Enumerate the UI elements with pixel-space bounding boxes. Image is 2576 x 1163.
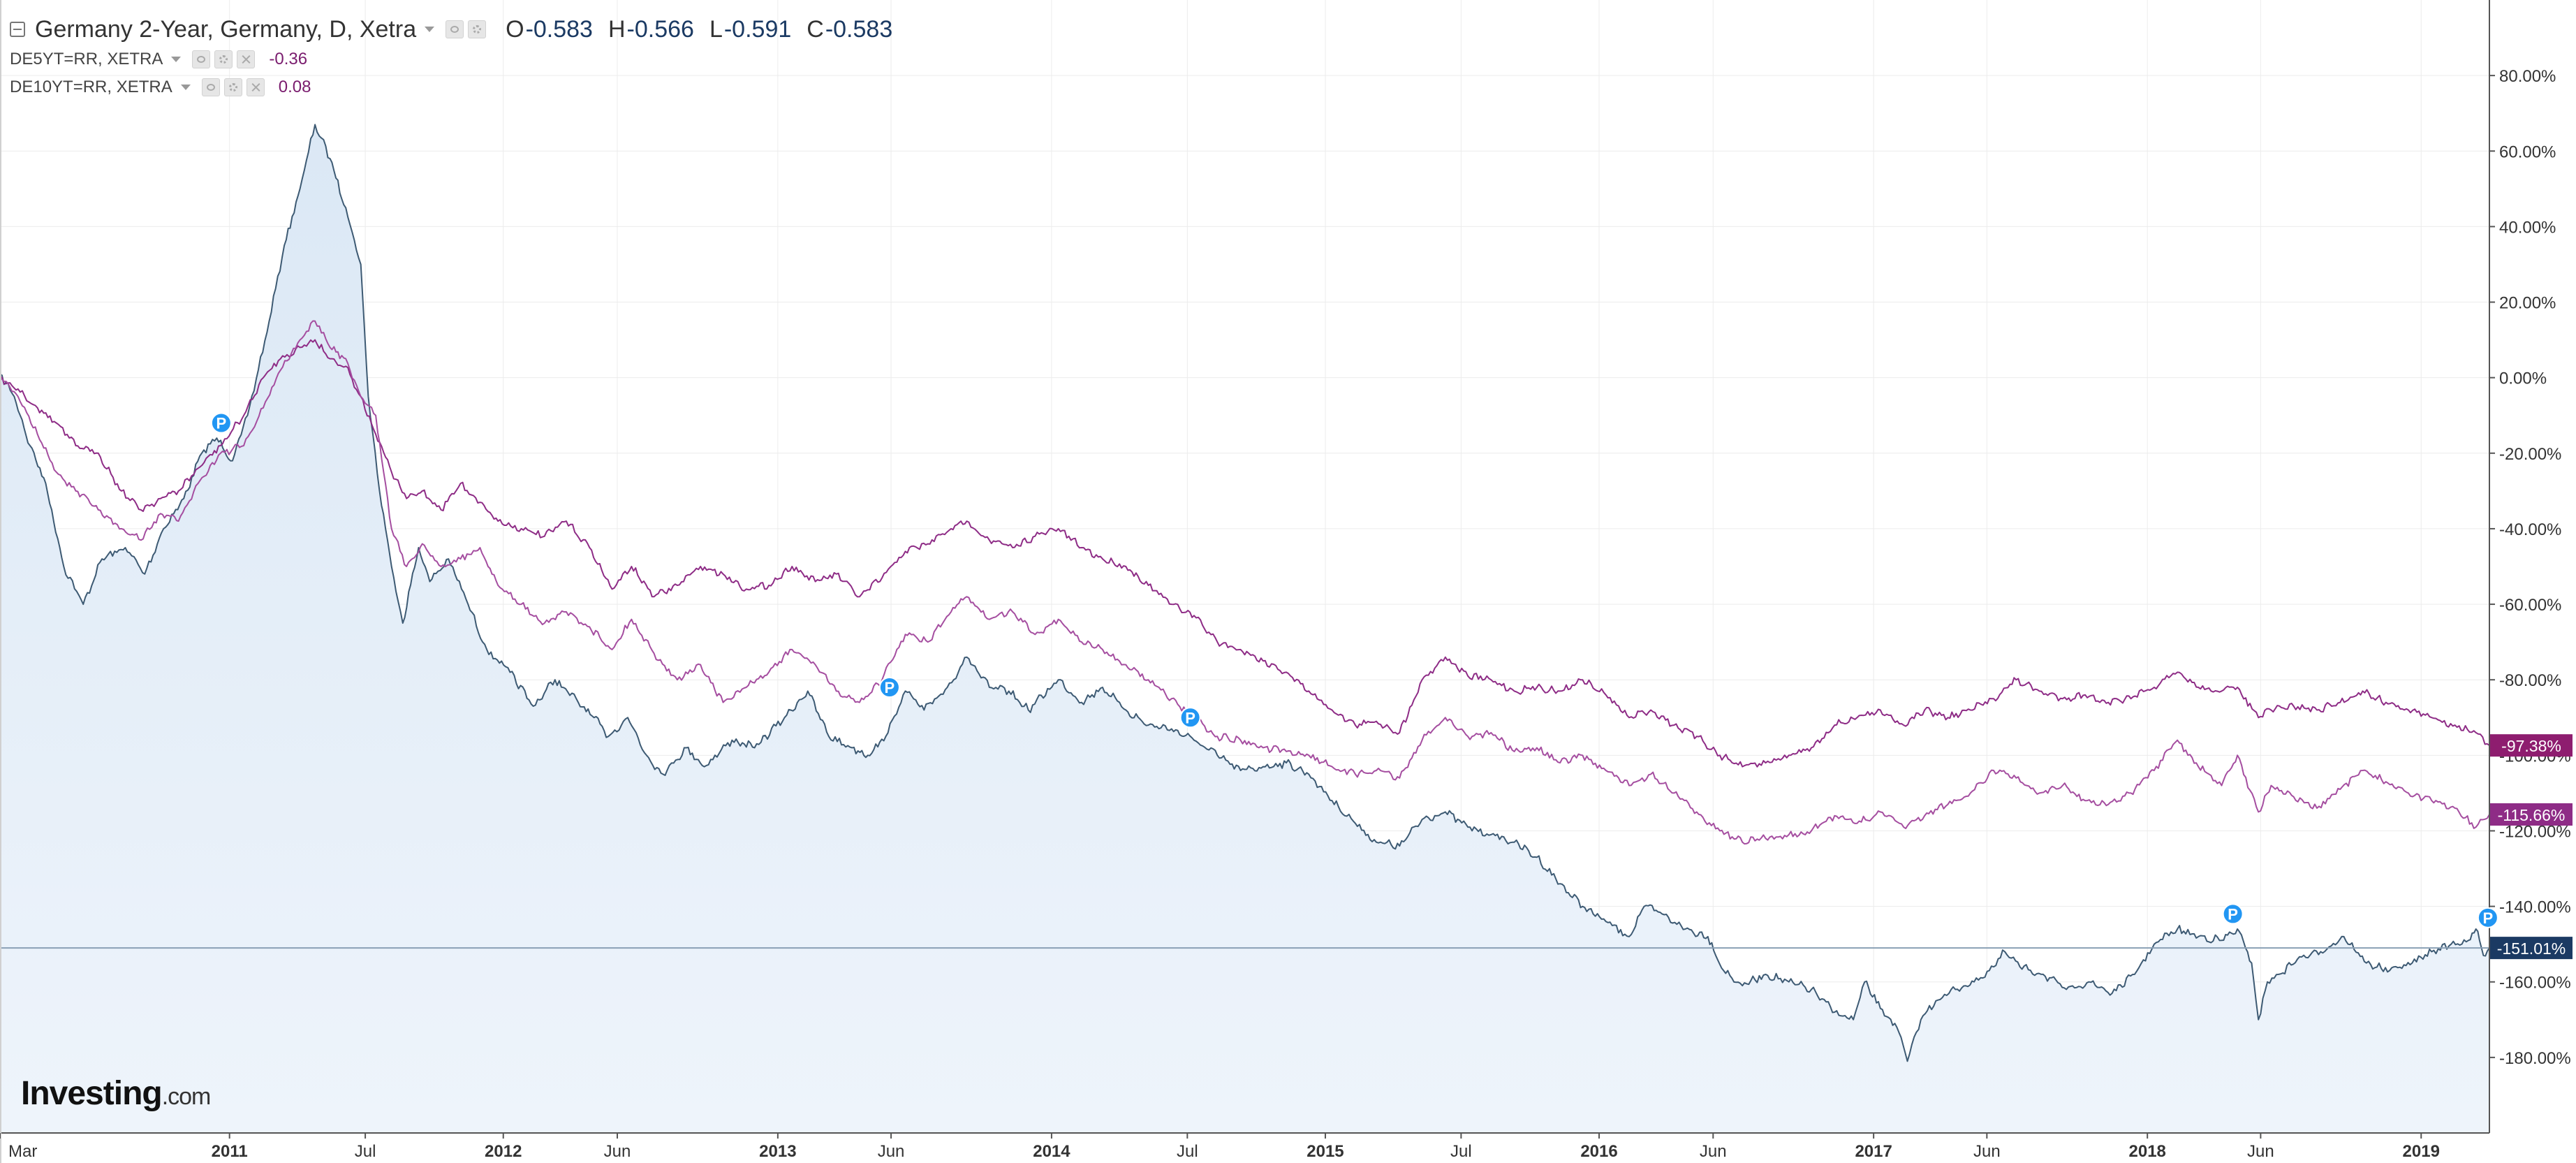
current-value-badge-de5y <box>2490 803 2573 826</box>
series2-label: DE10YT=RR, XETRA <box>10 78 172 96</box>
ohlc-close-value: -0.583 <box>825 15 893 43</box>
marker-p-label: P <box>216 415 227 432</box>
series2-dropdown-icon[interactable] <box>180 85 191 90</box>
series-layer <box>0 124 2490 1133</box>
x-tick-label: 2015 <box>1307 1142 1344 1161</box>
series2-header: DE10YT=RR, XETRA 0.08 <box>10 75 311 99</box>
settings-gear-icon[interactable] <box>468 20 487 38</box>
main-series-dropdown-icon[interactable] <box>425 27 435 32</box>
series1-value: -0.36 <box>269 50 308 68</box>
series2-settings-icon[interactable] <box>223 78 242 96</box>
x-tick-label: Jun <box>2247 1142 2274 1161</box>
y-tick-label: 80.00% <box>2499 67 2556 86</box>
x-tick-label: 2013 <box>759 1142 796 1161</box>
series1-settings-icon[interactable] <box>214 50 233 68</box>
x-tick-label: 2012 <box>485 1142 522 1161</box>
x-tick-label: 2014 <box>1033 1142 1070 1161</box>
series1-remove-icon[interactable] <box>237 50 256 68</box>
series1-dropdown-icon[interactable] <box>171 57 182 62</box>
x-tick-label: Jun <box>878 1142 905 1161</box>
y-tick-label: -60.00% <box>2499 596 2561 615</box>
marker-p-circle <box>2222 903 2244 925</box>
logo-suffix: .com <box>161 1083 212 1110</box>
ohlc-open-key: O <box>506 15 524 43</box>
badge-layer: -97.38% -115.66% -151.01% <box>2490 734 2573 960</box>
collapse-toggle-icon[interactable] <box>10 22 25 37</box>
marker-layer: P P P P P <box>210 412 2498 928</box>
current-value-label-de10y: -97.38% <box>2501 737 2561 755</box>
visibility-icon[interactable] <box>446 20 464 38</box>
current-value-badge-de2y <box>2490 937 2573 960</box>
series2-remove-icon[interactable] <box>246 78 265 96</box>
y-tick-label: -20.00% <box>2499 445 2561 464</box>
current-value-badge-de10y <box>2490 734 2573 757</box>
series1-visibility-icon[interactable] <box>192 50 211 68</box>
x-tick-label: Jun <box>1973 1142 2001 1161</box>
series1-label: DE5YT=RR, XETRA <box>10 50 163 68</box>
x-tick-label: 2016 <box>1580 1142 1617 1161</box>
series-de2y-line <box>0 124 2490 1062</box>
ohlc-low-key: L <box>709 15 723 43</box>
ohlc-readout: O -0.583 H -0.566 L -0.591 C -0.583 <box>490 16 892 43</box>
x-tick-label: Mar <box>8 1142 37 1161</box>
marker-p-circle <box>2477 907 2498 928</box>
y-tick-label: -160.00% <box>2499 974 2571 993</box>
ohlc-low-value: -0.591 <box>723 15 792 43</box>
series1-header: DE5YT=RR, XETRA -0.36 <box>10 47 307 71</box>
logo-brand: Investing <box>21 1075 163 1112</box>
main-series-header: Germany 2-Year, Germany, D, Xetra O -0.58… <box>10 13 892 46</box>
y-tick-label: 60.00% <box>2499 142 2556 161</box>
ohlc-high-key: H <box>608 15 626 43</box>
marker-p-circle <box>1179 707 1201 729</box>
y-tick-label: 0.00% <box>2499 370 2547 388</box>
investing-logo: Investing.com <box>21 1074 212 1113</box>
ohlc-high-value: -0.566 <box>626 15 694 43</box>
current-value-label-de2y: -151.01% <box>2497 939 2566 958</box>
marker-p-circle <box>878 677 900 698</box>
series2-value: 0.08 <box>278 78 311 96</box>
marker-p-label: P <box>2228 905 2238 923</box>
y-tick-label: -40.00% <box>2499 520 2561 539</box>
marker-p-circle <box>210 412 232 434</box>
y-tick-label: 20.00% <box>2499 294 2556 313</box>
marker-p-label: P <box>1185 709 1195 726</box>
main-series-title: Germany 2-Year, Germany, D, Xetra <box>35 15 417 43</box>
x-tick-label: Jun <box>604 1142 631 1161</box>
y-tick-label: -140.00% <box>2499 898 2571 917</box>
marker-p-label: P <box>2483 909 2494 927</box>
x-tick-label: 2019 <box>2403 1142 2440 1161</box>
x-tick-label: 2011 <box>212 1142 248 1161</box>
x-tick-label: Jun <box>1700 1142 1727 1161</box>
series-de5y-line <box>0 320 2490 845</box>
series-de2y-area <box>0 124 2489 1133</box>
y-tick-label: -80.00% <box>2499 671 2561 690</box>
x-tick-label: 2017 <box>1855 1142 1892 1161</box>
series-de10y-line <box>0 339 2490 768</box>
ohlc-close-key: C <box>807 15 824 43</box>
y-tick-label: 40.00% <box>2499 218 2556 237</box>
x-tick-label: 2018 <box>2129 1142 2166 1161</box>
marker-p-label: P <box>885 679 895 696</box>
series2-visibility-icon[interactable] <box>201 78 220 96</box>
x-tick-label: Jul <box>1450 1142 1472 1161</box>
x-tick-label: Jul <box>355 1142 376 1161</box>
y-tick-label: -180.00% <box>2499 1049 2571 1068</box>
current-value-label-de5y: -115.66% <box>2498 806 2566 824</box>
x-tick-label: Jul <box>1177 1142 1198 1161</box>
ohlc-open-value: -0.583 <box>525 15 593 43</box>
